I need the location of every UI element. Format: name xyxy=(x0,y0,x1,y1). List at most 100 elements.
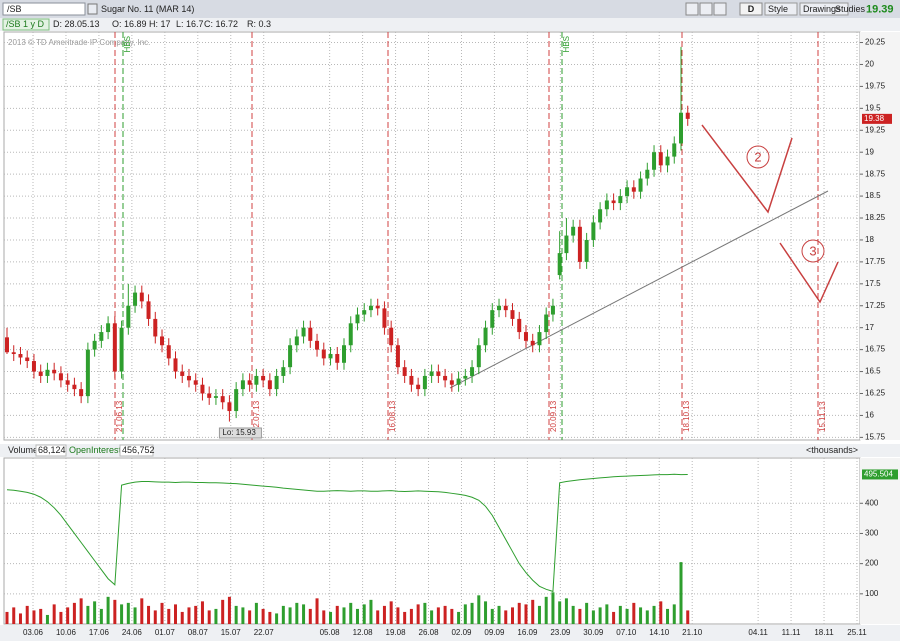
annotation-label: 2 xyxy=(754,149,761,164)
volume-bar xyxy=(450,608,454,624)
candle-body xyxy=(362,310,367,315)
volume-bar xyxy=(524,604,528,624)
info-item: O: 16.89 xyxy=(112,19,147,29)
candle-body xyxy=(665,156,670,166)
info-item: C: 16.72 xyxy=(204,19,238,29)
candle-body xyxy=(65,380,70,385)
candle-body xyxy=(537,332,542,346)
date-label: 09.09 xyxy=(484,628,505,637)
event-label: 21.06.13 xyxy=(115,400,124,432)
drawings-button[interactable] xyxy=(799,2,849,16)
candle-body xyxy=(153,318,158,337)
y-tick-label: 18 xyxy=(865,235,874,244)
info-bar xyxy=(0,18,900,31)
volume-bar xyxy=(490,608,494,624)
tool-icon[interactable] xyxy=(713,2,727,16)
volume-bar xyxy=(241,607,245,624)
tool-icon[interactable] xyxy=(685,2,699,16)
volume-bar xyxy=(329,611,333,624)
aggregation-button[interactable] xyxy=(739,2,763,16)
date-axis xyxy=(0,625,900,641)
volume-bar xyxy=(436,607,440,624)
volume-bar xyxy=(457,611,461,624)
y-tick-label: 16.25 xyxy=(865,389,886,398)
volume-bar xyxy=(32,610,36,624)
volume-bar xyxy=(45,614,49,624)
candle-body xyxy=(658,152,663,166)
candle-body xyxy=(470,367,475,376)
y-tick-label: 17.25 xyxy=(865,301,886,310)
candle-body xyxy=(45,369,50,376)
candle-body xyxy=(449,380,454,385)
info-item: L: 16.7 xyxy=(176,19,204,29)
candle-body xyxy=(200,384,205,394)
candle-body xyxy=(618,196,623,204)
date-label: 14.10 xyxy=(649,628,670,637)
volume-bar xyxy=(537,605,541,624)
symbol-description: Sugar No. 11 (MAR 14) xyxy=(101,4,194,14)
symbol-menu[interactable] xyxy=(87,3,98,15)
date-label: 11.11 xyxy=(782,628,801,637)
volume-bar xyxy=(39,608,43,624)
volume-bar xyxy=(558,601,562,624)
last-price: 19.39 xyxy=(866,3,894,15)
candle-body xyxy=(550,305,555,315)
volume-bar xyxy=(342,607,346,624)
y-tick-label: 15.75 xyxy=(865,432,886,441)
event-label: HBS xyxy=(123,36,132,52)
volume-bar xyxy=(679,562,683,624)
symbol-input[interactable] xyxy=(2,2,86,16)
volume-bar xyxy=(598,607,602,624)
candle-body xyxy=(254,375,259,385)
candle-body xyxy=(564,235,569,254)
volume-bar xyxy=(66,607,70,624)
oi-last-label: 495.504 xyxy=(864,470,893,479)
volume-bar xyxy=(308,608,312,624)
volume-bar xyxy=(645,610,649,624)
volume-bar xyxy=(322,610,326,624)
candle-body xyxy=(577,226,582,262)
candle-body xyxy=(557,253,562,276)
candle-body xyxy=(79,389,84,397)
date-label: 12.08 xyxy=(353,628,374,637)
volume-bar xyxy=(234,605,238,624)
volume-bar xyxy=(12,607,16,624)
candle-body xyxy=(119,327,124,372)
volume-bar xyxy=(571,605,575,624)
candle-body xyxy=(126,305,131,328)
volume-bar xyxy=(672,604,676,624)
volume-bar xyxy=(335,605,339,624)
volume-bar xyxy=(652,605,656,624)
volume-bar xyxy=(430,610,434,624)
annotation-circle xyxy=(746,145,770,169)
volume-bar xyxy=(221,599,225,624)
candle-body xyxy=(58,373,63,381)
volume-bar xyxy=(564,598,568,624)
volume-bar xyxy=(382,605,386,624)
y-tick-label: 19.5 xyxy=(865,103,881,112)
candle-body xyxy=(584,239,589,262)
volume-bar xyxy=(52,604,56,624)
candle-body xyxy=(281,367,286,376)
volume-bar xyxy=(443,605,447,624)
aggregation: D xyxy=(748,4,755,14)
y-tick-label: 19.25 xyxy=(865,125,886,134)
volume-bar xyxy=(484,601,488,624)
volume-bar xyxy=(511,607,514,624)
candle-body xyxy=(99,332,104,341)
candle-body xyxy=(429,371,434,376)
y-tick-label: 17.75 xyxy=(865,257,886,266)
tool-icon[interactable] xyxy=(699,2,713,16)
candle-body xyxy=(679,112,683,144)
candle-body xyxy=(186,375,191,381)
candle-body xyxy=(85,349,90,397)
event-label: 12.07.13 xyxy=(252,400,261,432)
candle-body xyxy=(207,393,212,398)
candle-body xyxy=(571,226,576,236)
candle-body xyxy=(18,354,23,358)
style-button[interactable] xyxy=(764,2,798,16)
volume-value: 68,124 xyxy=(38,445,66,455)
volume-bar xyxy=(187,607,191,624)
volume-bar xyxy=(160,602,164,624)
volume-bar xyxy=(93,601,97,624)
